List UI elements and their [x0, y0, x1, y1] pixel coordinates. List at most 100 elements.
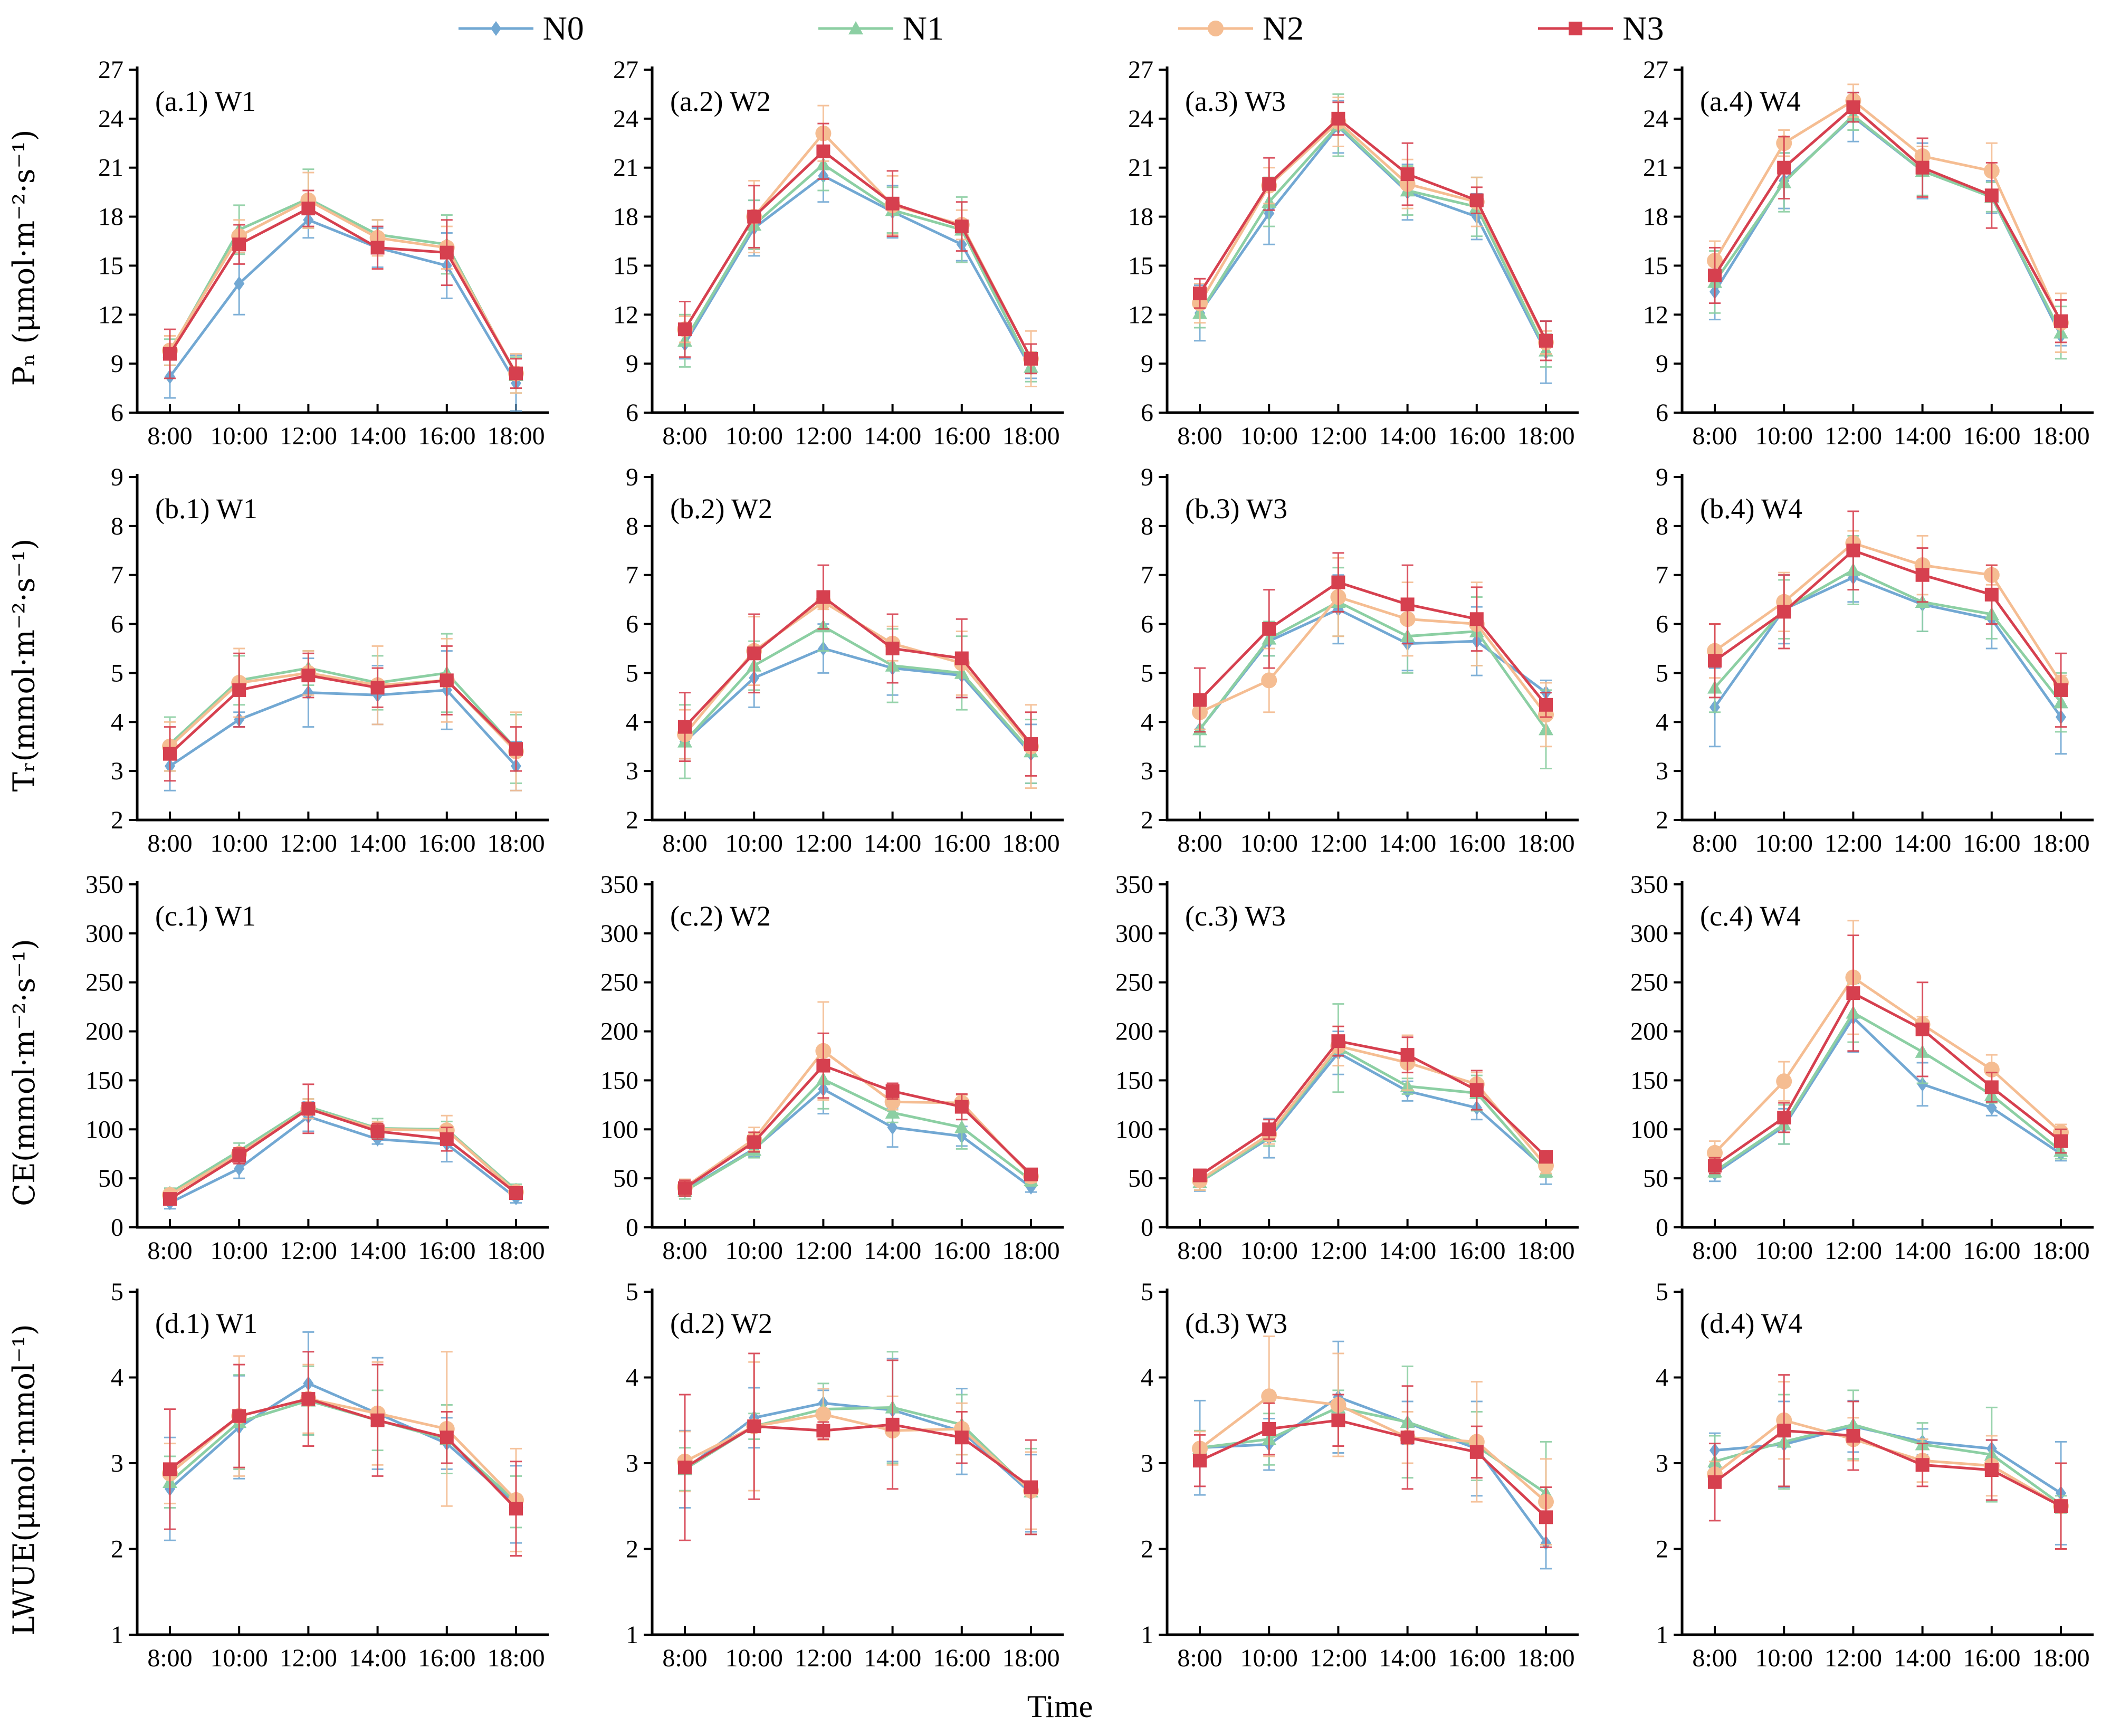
svg-text:15: 15: [1643, 252, 1668, 280]
svg-text:14:00: 14:00: [349, 1237, 406, 1265]
svg-text:10:00: 10:00: [1755, 829, 1813, 857]
n1-triangle-marker-icon: [816, 17, 895, 40]
svg-text:50: 50: [613, 1165, 638, 1193]
svg-text:12:00: 12:00: [1310, 422, 1367, 450]
svg-text:3: 3: [626, 757, 638, 785]
svg-text:300: 300: [1115, 920, 1153, 948]
svg-text:24: 24: [613, 105, 638, 133]
svg-text:1: 1: [1656, 1621, 1668, 1649]
svg-text:16:00: 16:00: [418, 422, 475, 450]
subplot-d3-w3: 1 2 3 4 5 8:00 10:00 12:00 14:00 16:00 18:00: [1078, 1276, 1593, 1683]
svg-text:8:00: 8:00: [1692, 1237, 1737, 1265]
svg-text:8:00: 8:00: [662, 1237, 707, 1265]
svg-text:200: 200: [85, 1018, 123, 1046]
svg-text:2: 2: [111, 1535, 123, 1563]
y-axis-label-tr: Tᵣ(mmol·m⁻²·s⁻¹): [7, 538, 42, 791]
svg-text:300: 300: [85, 920, 123, 948]
svg-text:8:00: 8:00: [662, 422, 707, 450]
svg-text:8: 8: [1656, 512, 1668, 540]
svg-text:(a.2) W2: (a.2) W2: [670, 85, 771, 117]
svg-text:14:00: 14:00: [1379, 422, 1436, 450]
svg-text:15: 15: [1128, 252, 1153, 280]
svg-text:(b.2) W2: (b.2) W2: [670, 493, 772, 524]
svg-text:18:00: 18:00: [2032, 1644, 2089, 1672]
svg-text:350: 350: [600, 871, 638, 899]
legend-label-n0: N0: [542, 9, 584, 47]
svg-text:12: 12: [613, 301, 638, 329]
svg-text:250: 250: [85, 969, 123, 997]
svg-text:12:00: 12:00: [1825, 422, 1882, 450]
svg-text:8:00: 8:00: [662, 1644, 707, 1672]
y-axis-label-ce: CE(mmol·m⁻²·s⁻¹): [7, 938, 42, 1206]
svg-text:18:00: 18:00: [1517, 829, 1574, 857]
legend-label-n2: N2: [1263, 9, 1304, 47]
svg-text:7: 7: [111, 561, 123, 589]
svg-text:10:00: 10:00: [1240, 1237, 1298, 1265]
svg-text:(c.2) W2: (c.2) W2: [670, 900, 771, 932]
svg-text:3: 3: [1656, 757, 1668, 785]
svg-text:27: 27: [1643, 56, 1668, 84]
n2-circle-marker-icon: [1176, 17, 1255, 40]
subplot-d2-w2: 1 2 3 4 5 8:00 10:00 12:00 14:00 16:00 18:00: [564, 1276, 1078, 1683]
subplot-a1-w1: 6 9 12 15 18 21 24 27 8:00 10:00 12:00 14:00 16:00 18…: [49, 54, 564, 461]
svg-text:100: 100: [600, 1115, 638, 1143]
svg-text:14:00: 14:00: [349, 829, 406, 857]
svg-text:18:00: 18:00: [1002, 829, 1059, 857]
svg-text:100: 100: [1630, 1115, 1668, 1143]
svg-text:(a.3) W3: (a.3) W3: [1185, 85, 1286, 117]
svg-text:250: 250: [1115, 969, 1153, 997]
svg-text:8:00: 8:00: [147, 422, 192, 450]
svg-text:18:00: 18:00: [1517, 1644, 1574, 1672]
svg-text:9: 9: [1656, 463, 1668, 491]
svg-text:(b.1) W1: (b.1) W1: [155, 493, 257, 524]
svg-text:12:00: 12:00: [1310, 829, 1367, 857]
svg-text:16:00: 16:00: [1963, 1644, 2020, 1672]
svg-text:350: 350: [1115, 871, 1153, 899]
svg-text:12:00: 12:00: [795, 1644, 852, 1672]
subplot-b2-w2: 2 3 4 5 6 7 8 9 8:00 10:00 12:00 14:00 16:00 18:00: [564, 461, 1078, 869]
svg-text:14:00: 14:00: [1894, 1237, 1951, 1265]
legend-label-n1: N1: [902, 9, 944, 47]
svg-text:150: 150: [85, 1066, 123, 1094]
subplot-c1-w1: 0 50 100 150 200 250 300 350 8:00 10:00 12:00 14:00…: [49, 869, 564, 1276]
svg-text:10:00: 10:00: [211, 422, 268, 450]
svg-text:10:00: 10:00: [1240, 422, 1298, 450]
svg-text:12:00: 12:00: [1310, 1644, 1367, 1672]
svg-text:2: 2: [1141, 1535, 1153, 1563]
svg-text:8:00: 8:00: [1177, 1644, 1222, 1672]
svg-text:4: 4: [1656, 708, 1668, 736]
svg-text:150: 150: [600, 1066, 638, 1094]
svg-text:8:00: 8:00: [1177, 422, 1222, 450]
subplot-b4-w4: 2 3 4 5 6 7 8 9 8:00 10:00 12:00 14:00 16:00 18:00: [1593, 461, 2108, 869]
subplot-b3-w3: 2 3 4 5 6 7 8 9 8:00 10:00 12:00 14:00 16:00 18:00: [1078, 461, 1593, 869]
svg-text:12: 12: [1643, 301, 1668, 329]
svg-text:14:00: 14:00: [349, 1644, 406, 1672]
svg-text:2: 2: [1141, 806, 1153, 834]
svg-text:9: 9: [626, 350, 638, 378]
svg-text:3: 3: [111, 1449, 123, 1477]
svg-text:12:00: 12:00: [280, 422, 337, 450]
svg-text:(a.4) W4: (a.4) W4: [1700, 85, 1801, 117]
svg-text:18:00: 18:00: [1002, 1237, 1059, 1265]
svg-text:14:00: 14:00: [864, 829, 921, 857]
svg-text:8: 8: [626, 512, 638, 540]
svg-text:6: 6: [1656, 399, 1668, 427]
svg-text:10:00: 10:00: [1755, 422, 1813, 450]
svg-text:100: 100: [85, 1115, 123, 1143]
svg-text:16:00: 16:00: [418, 829, 475, 857]
svg-text:5: 5: [111, 1278, 123, 1306]
svg-text:21: 21: [613, 154, 638, 182]
svg-text:14:00: 14:00: [864, 422, 921, 450]
svg-text:10:00: 10:00: [211, 1237, 268, 1265]
svg-text:16:00: 16:00: [1448, 1644, 1505, 1672]
svg-text:7: 7: [1656, 561, 1668, 589]
svg-text:18:00: 18:00: [1517, 422, 1574, 450]
subplot-d1-w1: 1 2 3 4 5 8:00 10:00 12:00 14:00 16:00 18:00: [49, 1276, 564, 1683]
n0-diamond-marker-icon: [456, 17, 536, 40]
svg-text:10:00: 10:00: [211, 1644, 268, 1672]
subplot-a3-w3: 6 9 12 15 18 21 24 27 8:00 10:00 12:00 14:00 16:00 18…: [1078, 54, 1593, 461]
svg-text:150: 150: [1115, 1066, 1153, 1094]
svg-text:10:00: 10:00: [1240, 1644, 1298, 1672]
svg-text:14:00: 14:00: [349, 422, 406, 450]
svg-text:3: 3: [1141, 1449, 1153, 1477]
